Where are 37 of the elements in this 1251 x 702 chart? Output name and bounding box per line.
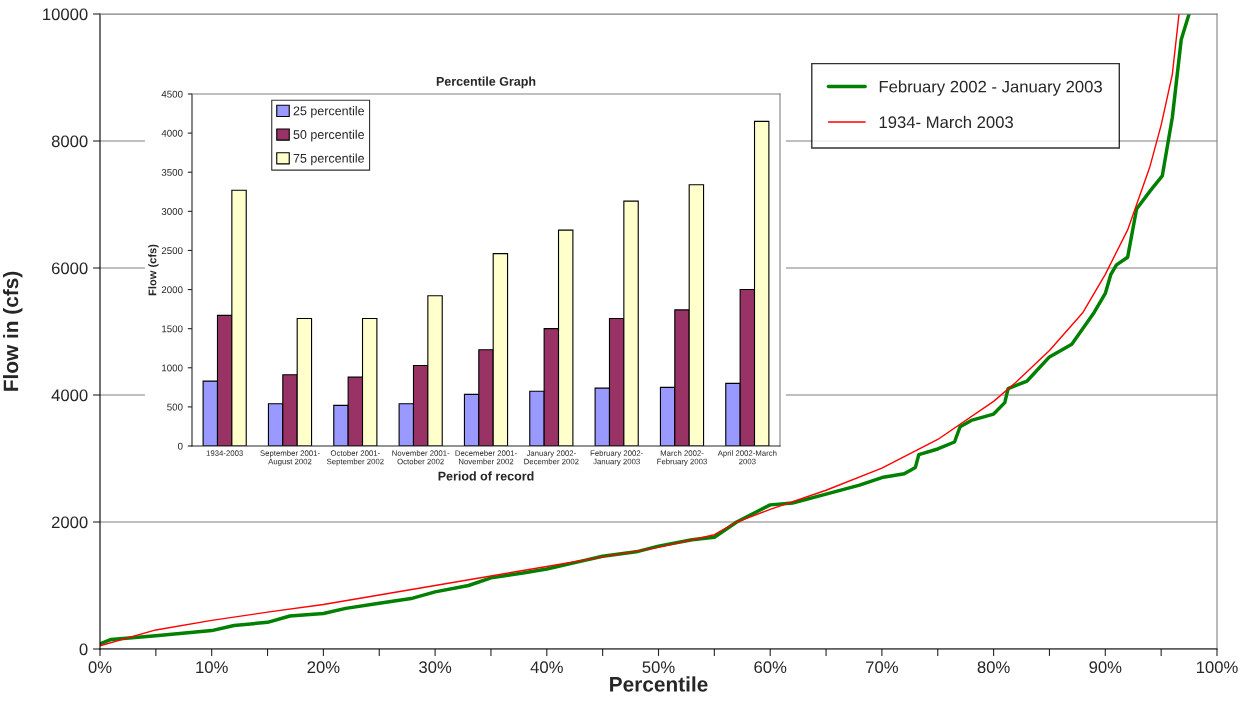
x-tick-label: 20% [307,661,340,674]
x-tick-label: 40% [530,661,563,674]
y-tick-label: 3500 [161,168,183,176]
y-tick-label: 0 [177,442,183,450]
x-tick-label: 100% [1196,661,1238,674]
y-tick-label: 0 [79,643,88,656]
y-tick-label: 10000 [43,8,88,21]
y-tick-label: 1000 [162,364,183,372]
legend-label: 25 percentile [293,106,365,118]
x-axis-title: Period of record [438,471,534,481]
x-tick-label: 70% [866,661,898,674]
legend-label: 50 percentile [293,129,365,142]
x-tick-label: 10% [196,661,228,674]
y-tick-label: 4000 [51,389,88,402]
y-tick-label: 8000 [51,135,88,148]
y-tick-label: 2500 [161,247,183,255]
y-axis-title: Flow in (cfs) [2,271,23,391]
y-tick-label: 4500 [161,90,183,98]
y-tick-label: 4000 [161,129,183,137]
x-tick-label: 50% [642,661,675,674]
x-axis-title: Percentile [610,676,708,692]
x-tick-label: 30% [419,661,452,674]
legend-label: February 2002 - January 2003 [879,80,1102,96]
y-axis-title: Flow (cfs) [148,244,159,296]
y-tick-label: 2000 [161,286,183,294]
y-tick-label: 6000 [51,262,88,275]
y-tick-label: 500 [167,403,183,411]
x-tick-label: 80% [977,661,1010,674]
x-tick-label: 0% [88,661,112,674]
chart-title: Percentile Graph [436,76,536,89]
y-tick-label: 2000 [51,516,88,529]
y-tick-label: 3000 [161,208,183,215]
legend-label: 75 percentile [293,153,365,166]
legend-label: 1934- March 2003 [879,115,1013,129]
x-tick-label: 60% [754,661,787,674]
x-tick-label: 90% [1089,661,1122,674]
y-tick-label: 1500 [162,325,183,333]
